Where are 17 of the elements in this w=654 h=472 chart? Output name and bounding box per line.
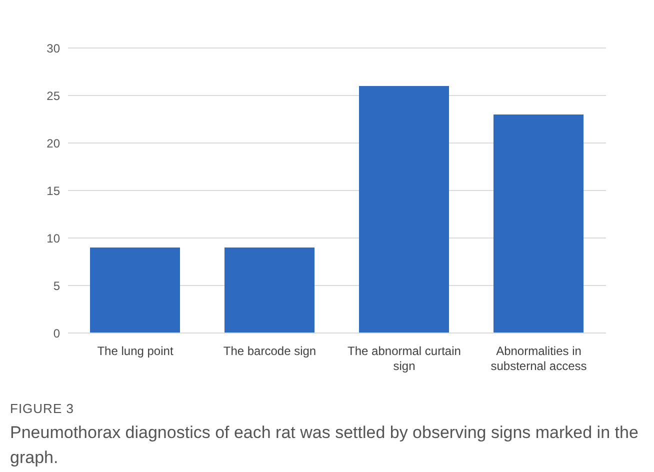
- x-tick-label: The abnormal curtain sign: [348, 344, 461, 373]
- bar: [359, 86, 449, 333]
- y-tick-label: 30: [46, 41, 60, 56]
- text: Pneumothorax diagnostics of each rat was settled by observing signs marked in the graph.: [10, 422, 640, 469]
- x-tick-label: Abnormalities in substernal access: [490, 344, 587, 373]
- y-tick-label: 20: [46, 136, 60, 150]
- y-tick-label: 15: [46, 184, 60, 198]
- y-tick-label: 0: [53, 326, 60, 340]
- caption: FIGURE 3: [10, 401, 75, 416]
- y-tick-label: 5: [53, 278, 60, 293]
- x-tick-label: The barcode sign: [223, 344, 316, 358]
- y-tick-label: 25: [46, 88, 60, 103]
- bar: [494, 114, 584, 333]
- bar: [90, 248, 180, 333]
- bar: [224, 248, 314, 333]
- x-tick-label: The lung point: [97, 344, 174, 358]
- y-tick-label: 10: [46, 231, 60, 246]
